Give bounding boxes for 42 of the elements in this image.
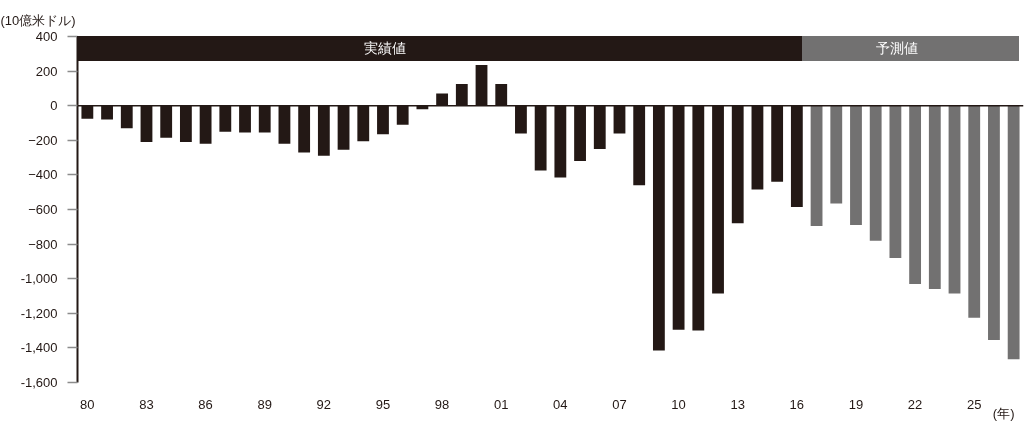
x-tick-label: 95 xyxy=(375,396,391,412)
x-tick-label: 10 xyxy=(671,396,686,412)
x-tick-label: 16 xyxy=(789,396,805,412)
y-tick-label: −600 xyxy=(28,202,58,217)
x-tick-label: 13 xyxy=(730,396,745,412)
x-tick-label: 22 xyxy=(907,396,923,412)
x-tick-label: 89 xyxy=(257,396,272,412)
x-axis-title: (年) xyxy=(992,406,1015,421)
x-tick-label: 01 xyxy=(494,396,509,412)
y-tick-label: 200 xyxy=(35,63,58,79)
bar xyxy=(968,105,981,318)
bar xyxy=(988,105,1000,341)
y-tick-label: 0 xyxy=(50,98,58,114)
bar xyxy=(909,105,922,284)
x-tick-label: 07 xyxy=(612,396,627,412)
x-tick-label: 83 xyxy=(139,396,154,412)
x-tick-label: 25 xyxy=(967,396,982,412)
text: 予測値 xyxy=(876,38,919,58)
bar xyxy=(948,105,961,294)
bar xyxy=(830,105,843,204)
y-axis-title: (10億米ドル) xyxy=(0,12,76,28)
bar xyxy=(1007,105,1020,360)
y-tick-label: -1,000 xyxy=(20,271,58,287)
y-tick-label: 400 xyxy=(35,29,58,44)
y-tick-label: −400 xyxy=(28,167,58,183)
y-tick-label: −800 xyxy=(28,236,58,252)
bar xyxy=(850,105,862,226)
bar xyxy=(889,105,902,258)
y-tick-label: -1,200 xyxy=(20,305,58,321)
x-tick-label: 86 xyxy=(198,396,213,412)
y-tick-label: −200 xyxy=(28,132,58,148)
x-tick-label: 80 xyxy=(80,396,95,412)
y-tick-label: -1,600 xyxy=(20,375,58,390)
y-tick-label: -1,400 xyxy=(20,340,58,356)
bar xyxy=(869,105,882,241)
bar xyxy=(810,105,823,226)
x-tick-label: 04 xyxy=(553,396,568,412)
x-tick-label: 19 xyxy=(848,396,864,412)
x-tick-label: 98 xyxy=(434,396,450,412)
text: 実績値 xyxy=(364,38,407,58)
bar xyxy=(928,105,941,290)
x-tick-label: 92 xyxy=(316,396,332,412)
